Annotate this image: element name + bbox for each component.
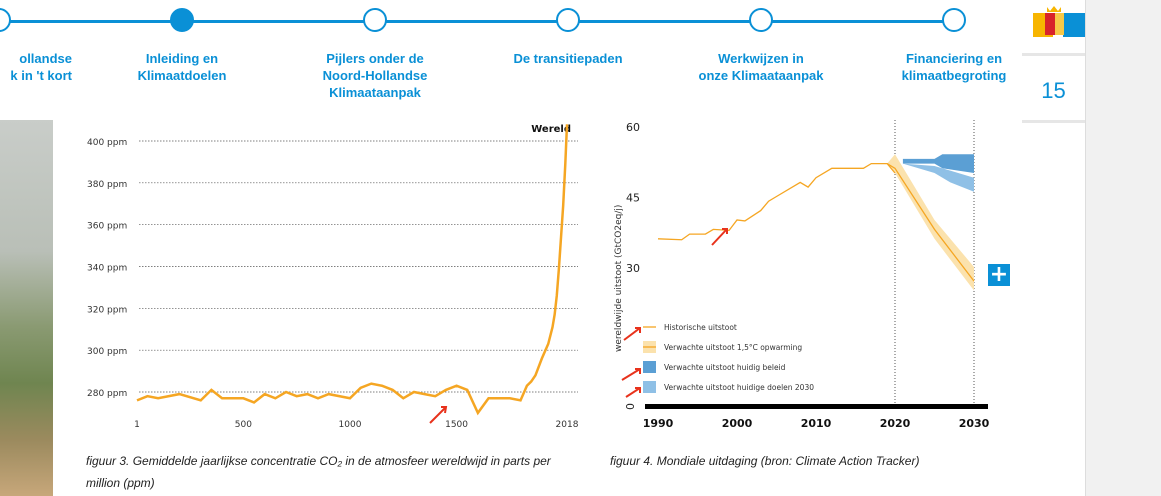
page-number: 15 [1041, 78, 1066, 103]
x-tick-label: 2010 [801, 417, 832, 430]
nav-step-text: klimaatbegroting [901, 68, 1007, 83]
y-tick-label: 0 [623, 403, 636, 410]
band-targets [902, 163, 974, 192]
red-arrow-icon [623, 327, 641, 341]
chart-title: Wereld [531, 124, 571, 135]
legend-label: Verwachte uitstoot 1,5°C opwarming [664, 343, 802, 352]
nav-step-text: ollandse [19, 51, 72, 66]
nav-step-6[interactable]: Financiering en klimaatbegroting [864, 50, 1044, 84]
y-tick-label: 320 ppm [87, 305, 127, 315]
nav-step-4[interactable]: De transitiepaden [478, 50, 658, 67]
x-tick-label: 1500 [445, 420, 468, 430]
nav-dot-5[interactable] [749, 8, 773, 32]
y-axis-label: wereldwijde uitstoot (GtCO2eq/j) [614, 205, 624, 352]
red-arrow-icon [621, 368, 641, 381]
red-arrow-icon [429, 406, 448, 424]
line-1-5c [886, 163, 975, 282]
nav-dot-6[interactable] [942, 8, 966, 32]
figure-4-caption: figuur 4. Mondiale uitdaging (bron: Clim… [610, 454, 920, 468]
figure-3-caption: figuur 3. Gemiddelde jaarlijkse concentr… [86, 454, 551, 490]
y-tick-label: 30 [626, 262, 640, 275]
x-tick-label: 2020 [880, 417, 911, 430]
legend-swatch [643, 381, 656, 393]
nav-step-3[interactable]: Pijlers onder de Noord-Hollandse Klimaataa… [285, 50, 465, 101]
x-axis [645, 404, 988, 409]
nav-step-text: Klimaatdoelen [137, 68, 227, 83]
nav-dot-2[interactable] [170, 8, 194, 32]
nav-step-text: Werkwijzen in [718, 51, 804, 66]
nav-step-5[interactable]: Werkwijzen in onze Klimaataanpak [671, 50, 851, 84]
x-tick-label: 2000 [722, 417, 753, 430]
nh-logo[interactable] [1033, 5, 1085, 37]
co2-chart: 280 ppm 300 ppm 320 ppm 340 ppm 360 ppm 380 p… [87, 124, 579, 430]
divider [1022, 120, 1085, 123]
legend-label: Historische uitstoot [664, 323, 737, 332]
nav-line [0, 20, 955, 23]
nav-step-1[interactable]: ollandse k in 't kort [0, 50, 72, 84]
nav-dot-3[interactable] [363, 8, 387, 32]
nav-step-text: Noord-Hollandse [322, 68, 428, 83]
nav-step-text: Inleiding en [145, 51, 219, 66]
y-tick-label: 60 [626, 121, 640, 134]
nav-step-text: Financiering en [905, 51, 1003, 66]
y-tick-label: 45 [626, 192, 640, 205]
red-arrow-icon [711, 228, 728, 246]
x-tick-label: 2018 [556, 420, 579, 430]
band-policy [902, 154, 974, 173]
emissions-chart: 0 30 45 60 wereldwijde uitstoot (GtCO2eq/j) 1… [614, 120, 990, 430]
legend-label: Verwachte uitstoot huidige doelen 2030 [664, 383, 814, 392]
nav-step-text: onze Klimaataanpak [698, 68, 824, 83]
x-tick-label: 500 [235, 420, 252, 430]
x-tick-label: 2030 [959, 417, 990, 430]
x-tick-label: 1000 [339, 420, 362, 430]
nav-step-text: De transitiepaden [513, 51, 623, 66]
nav-dot-4[interactable] [556, 8, 580, 32]
divider [1022, 53, 1085, 56]
x-tick-label: 1 [134, 420, 140, 430]
expand-plus-button[interactable]: + [988, 262, 1010, 287]
y-tick-label: 400 ppm [87, 138, 127, 148]
y-tick-label: 340 ppm [87, 264, 127, 274]
legend-swatch [643, 361, 656, 373]
x-tick-label: 1990 [643, 417, 674, 430]
co2-line [136, 124, 569, 416]
legend-label: Verwachte uitstoot huidig beleid [664, 363, 786, 372]
red-arrow-icon [625, 387, 641, 398]
y-tick-label: 360 ppm [87, 222, 127, 232]
nav-step-2[interactable]: Inleiding en Klimaatdoelen [92, 50, 272, 84]
line-historical [657, 162, 896, 241]
y-tick-label: 280 ppm [87, 389, 127, 399]
y-tick-label: 380 ppm [87, 180, 127, 190]
side-panel [1085, 0, 1161, 496]
aerial-photo [0, 120, 53, 496]
y-tick-label: 300 ppm [87, 347, 127, 357]
nav-step-text: Pijlers onder de [326, 51, 424, 66]
nav-step-text: k in 't kort [10, 68, 72, 83]
nav-step-text: Klimaataanpak [329, 85, 421, 100]
